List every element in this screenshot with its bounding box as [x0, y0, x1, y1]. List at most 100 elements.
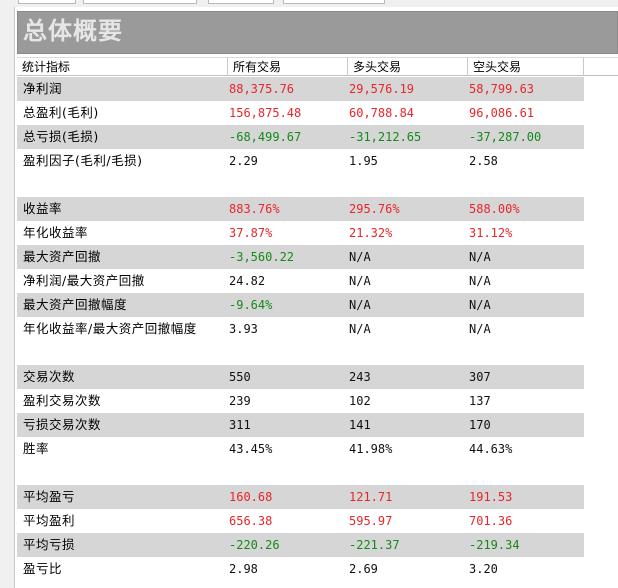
- metric-label: 年化收益率: [23, 225, 89, 240]
- table-row[interactable]: 净利润 88,375.76 29,576.19 58,799.63: [17, 77, 584, 101]
- table-row[interactable]: 总盈利(毛利) 156,875.48 60,788.84 96,086.61: [17, 101, 584, 125]
- metric-label: 盈亏比: [23, 561, 63, 576]
- metric-label: 年化收益率/最大资产回撤幅度: [23, 321, 197, 336]
- panel-title: 总体概要: [23, 17, 123, 45]
- value-all-trades: -68,499.67: [229, 130, 302, 144]
- value-long-trades: N/A: [349, 322, 371, 336]
- value-all-trades: 160.68: [229, 490, 273, 504]
- value-short-trades: N/A: [469, 250, 491, 264]
- title-bar: 总体概要: [17, 11, 618, 54]
- value-long-trades: 21.32%: [349, 226, 393, 240]
- metric-label: 净利润: [23, 81, 63, 96]
- metric-label: 收益率: [23, 201, 63, 216]
- metric-label: 盈利交易次数: [23, 393, 102, 408]
- value-short-trades: 31.12%: [469, 226, 513, 240]
- value-long-trades: -221.37: [349, 538, 400, 552]
- table-row[interactable]: 年化收益率/最大资产回撤幅度 3.93 N/A N/A: [17, 317, 584, 341]
- table-row[interactable]: 最大资产回撤幅度 -9.64% N/A N/A: [17, 293, 584, 317]
- value-all-trades: 883.76%: [229, 202, 280, 216]
- value-all-trades: 550: [229, 370, 251, 384]
- value-all-trades: 2.98: [229, 562, 258, 576]
- table-row[interactable]: 盈利交易次数 239 102 137: [17, 389, 584, 413]
- tab-3[interactable]: [208, 0, 274, 4]
- value-long-trades: 595.97: [349, 514, 393, 528]
- metric-label: 平均亏损: [23, 537, 76, 552]
- value-all-trades: 88,375.76: [229, 82, 295, 96]
- value-short-trades: 2.58: [469, 154, 498, 168]
- tab-2[interactable]: [83, 0, 197, 4]
- table-row[interactable]: 胜率 43.45% 41.98% 44.63%: [17, 437, 584, 461]
- table-row[interactable]: 平均盈利 656.38 595.97 701.36: [17, 509, 584, 533]
- value-long-trades: 295.76%: [349, 202, 400, 216]
- table-row[interactable]: 净利润/最大资产回撤 24.82 N/A N/A: [17, 269, 584, 293]
- value-long-trades: N/A: [349, 250, 371, 264]
- metric-label: 胜率: [23, 441, 50, 456]
- value-all-trades: 311: [229, 418, 251, 432]
- metric-label: 净利润/最大资产回撤: [23, 273, 145, 288]
- value-all-trades: 156,875.48: [229, 106, 302, 120]
- value-short-trades: 307: [469, 370, 491, 384]
- value-all-trades: 37.87%: [229, 226, 273, 240]
- header-short-trades[interactable]: 空头交易: [468, 58, 584, 76]
- metric-label: 总盈利(毛利): [23, 105, 99, 120]
- value-long-trades: 141: [349, 418, 371, 432]
- value-long-trades: 102: [349, 394, 371, 408]
- header-metric[interactable]: 统计指标: [17, 58, 228, 76]
- metric-label: 亏损交易次数: [23, 417, 102, 432]
- table-row[interactable]: 总亏损(毛损) -68,499.67 -31,212.65 -37,287.00: [17, 125, 584, 149]
- left-pane-edge: [0, 7, 15, 588]
- metric-label: 总亏损(毛损): [23, 129, 99, 144]
- value-all-trades: 24.82: [229, 274, 266, 288]
- tab-1[interactable]: [18, 0, 76, 4]
- value-all-trades: 656.38: [229, 514, 273, 528]
- value-long-trades: 243: [349, 370, 371, 384]
- value-short-trades: 137: [469, 394, 491, 408]
- table-row[interactable]: 收益率 883.76% 295.76% 588.00%: [17, 197, 584, 221]
- value-long-trades: -31,212.65: [349, 130, 422, 144]
- value-all-trades: -220.26: [229, 538, 280, 552]
- value-long-trades: 60,788.84: [349, 106, 415, 120]
- value-long-trades: 41.98%: [349, 442, 393, 456]
- value-long-trades: 121.71: [349, 490, 393, 504]
- value-all-trades: 2.29: [229, 154, 258, 168]
- value-short-trades: 58,799.63: [469, 82, 535, 96]
- table-row[interactable]: 盈利因子(毛利/毛损) 2.29 1.95 2.58: [17, 149, 584, 173]
- metric-label: 平均盈利: [23, 513, 76, 528]
- value-long-trades: 2.69: [349, 562, 378, 576]
- value-short-trades: 588.00%: [469, 202, 520, 216]
- value-short-trades: 701.36: [469, 514, 513, 528]
- header-all-trades[interactable]: 所有交易: [228, 58, 348, 76]
- table-row[interactable]: 交易次数 550 243 307: [17, 365, 584, 389]
- table-row[interactable]: 平均盈亏 160.68 121.71 191.53: [17, 485, 584, 509]
- value-long-trades: N/A: [349, 274, 371, 288]
- value-long-trades: 29,576.19: [349, 82, 415, 96]
- metric-label: 盈利因子(毛利/毛损): [23, 153, 143, 168]
- value-short-trades: N/A: [469, 322, 491, 336]
- value-short-trades: 191.53: [469, 490, 513, 504]
- table-row[interactable]: 年化收益率 37.87% 21.32% 31.12%: [17, 221, 584, 245]
- value-all-trades: 239: [229, 394, 251, 408]
- table-row[interactable]: 最大资产回撤 -3,560.22 N/A N/A: [17, 245, 584, 269]
- table-header: 统计指标 所有交易 多头交易 空头交易: [17, 57, 618, 76]
- header-long-trades[interactable]: 多头交易: [348, 58, 468, 76]
- value-long-trades: 1.95: [349, 154, 378, 168]
- value-all-trades: 3.93: [229, 322, 258, 336]
- value-short-trades: -37,287.00: [469, 130, 542, 144]
- metric-label: 最大资产回撤幅度: [23, 297, 128, 312]
- value-all-trades: -3,560.22: [229, 250, 295, 264]
- table-row[interactable]: 亏损交易次数 311 141 170: [17, 413, 584, 437]
- summary-panel: 总体概要 统计指标 所有交易 多头交易 空头交易 净利润 88,375.76 29,…: [15, 7, 618, 588]
- top-tab-strip: [0, 0, 618, 7]
- value-short-trades: 3.20: [469, 562, 498, 576]
- metric-label: 最大资产回撤: [23, 249, 102, 264]
- value-short-trades: 44.63%: [469, 442, 513, 456]
- value-all-trades: -9.64%: [229, 298, 273, 312]
- value-short-trades: 170: [469, 418, 491, 432]
- tab-4[interactable]: [283, 0, 385, 4]
- value-short-trades: 96,086.61: [469, 106, 535, 120]
- value-long-trades: N/A: [349, 298, 371, 312]
- value-short-trades: -219.34: [469, 538, 520, 552]
- table-row[interactable]: 盈亏比 2.98 2.69 3.20: [17, 557, 584, 581]
- table-row[interactable]: 平均亏损 -220.26 -221.37 -219.34: [17, 533, 584, 557]
- value-short-trades: N/A: [469, 298, 491, 312]
